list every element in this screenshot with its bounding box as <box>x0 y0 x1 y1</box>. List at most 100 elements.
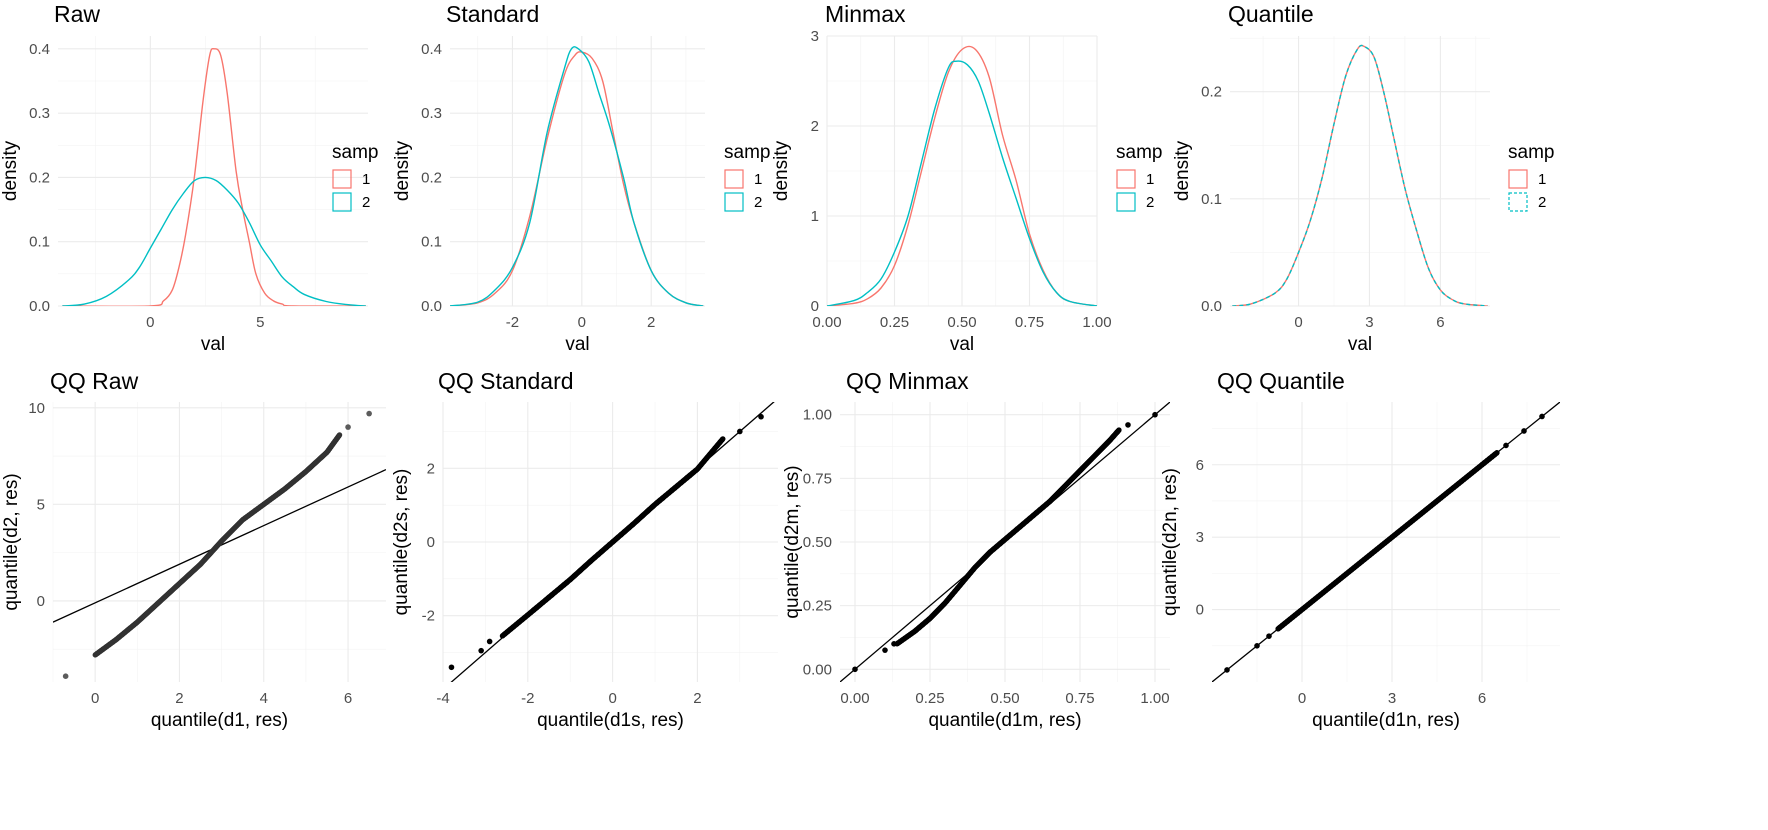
y-tick-label: 0.0 <box>29 298 50 315</box>
y-tick-label: 0 <box>427 534 435 551</box>
panel-title: QQ Raw <box>50 368 139 394</box>
panel-title: Minmax <box>825 1 906 27</box>
x-tick-label: 2 <box>647 314 655 331</box>
y-axis-title: density <box>771 140 792 201</box>
grid-raw <box>58 36 368 306</box>
y-tick-label: 0.2 <box>29 169 50 186</box>
x-tick-label: 0 <box>578 314 586 331</box>
y-tick-label: 0.25 <box>803 598 832 615</box>
x-tick-label: 0.50 <box>990 690 1019 707</box>
x-tick-label: 3 <box>1365 314 1373 331</box>
x-tick-label: 6 <box>1478 690 1486 707</box>
qq-point-tail <box>737 429 743 435</box>
y-tick-label: 0.1 <box>29 234 50 251</box>
legend-standard: samp 1 2 <box>724 142 770 211</box>
legend-label: 1 <box>1538 171 1546 188</box>
y-tick-label: 2 <box>427 460 435 477</box>
density-line-series-1 <box>450 52 703 306</box>
grid-minmax <box>827 36 1097 306</box>
y-tick-label: 0.0 <box>421 298 442 315</box>
legend-key-1 <box>333 170 351 188</box>
density-line-series-2 <box>450 47 703 306</box>
x-axis-title: val <box>950 334 974 355</box>
y-tick-label: 0.1 <box>1201 191 1222 208</box>
y-axis-title: quantile(d2n, res) <box>1160 468 1181 616</box>
x-tick-label: -4 <box>436 690 449 707</box>
y-tick-label: 0.00 <box>803 661 832 678</box>
legend-label: 2 <box>754 194 762 211</box>
y-tick-label: 0.0 <box>1201 298 1222 315</box>
legend-title: samp <box>1116 142 1162 163</box>
legend-key-2 <box>1117 193 1135 211</box>
qq-point-tail <box>882 647 888 653</box>
y-tick-label: 1 <box>811 208 819 225</box>
density-line-series-2 <box>1232 45 1487 306</box>
qq-point-tail <box>449 664 455 670</box>
legend-key-1 <box>725 170 743 188</box>
y-tick-label: 2 <box>811 118 819 135</box>
qq-point-tail <box>891 641 897 647</box>
y-axis-title: quantile(d2s, res) <box>391 469 412 616</box>
qq-point-tail <box>366 411 372 417</box>
x-tick-label: -2 <box>521 690 534 707</box>
y-tick-label: 0.50 <box>803 534 832 551</box>
y-axis-title: density <box>1172 140 1193 201</box>
y-tick-label: 0.3 <box>421 105 442 122</box>
grid-quantile <box>1230 36 1490 306</box>
x-tick-label: 6 <box>344 690 352 707</box>
x-tick-label: 0.75 <box>1015 314 1044 331</box>
legend-key-1 <box>1117 170 1135 188</box>
qq-point-tail <box>852 666 858 672</box>
x-tick-label: 3 <box>1388 690 1396 707</box>
panel-title: QQ Minmax <box>846 368 969 394</box>
x-tick-label: 6 <box>1436 314 1444 331</box>
x-axis-title: quantile(d1n, res) <box>1312 710 1460 731</box>
panel-title: Quantile <box>1228 1 1314 27</box>
y-tick-label: 0.3 <box>29 105 50 122</box>
x-tick-label: 0.75 <box>1065 690 1094 707</box>
x-tick-label: 5 <box>256 314 264 331</box>
y-tick-label: 3 <box>1196 529 1204 546</box>
x-tick-label: 4 <box>260 690 268 707</box>
y-tick-label: -2 <box>422 608 435 625</box>
x-tick-label: 0 <box>146 314 154 331</box>
legend-label: 2 <box>1146 194 1154 211</box>
y-tick-label: 3 <box>811 28 819 45</box>
qq-point-tail <box>1125 422 1131 428</box>
panel-title: Standard <box>446 1 539 27</box>
legend-title: samp <box>332 142 378 163</box>
qq-point-tail <box>345 424 351 430</box>
legend-key-1 <box>1509 170 1527 188</box>
x-axis-title: quantile(d1s, res) <box>537 710 684 731</box>
qq-point <box>720 436 725 441</box>
y-tick-label: 1.00 <box>803 407 832 424</box>
panel-title: QQ Standard <box>438 368 574 394</box>
qq-point <box>1116 427 1121 432</box>
legend-key-2 <box>333 193 351 211</box>
x-tick-label: 0.00 <box>812 314 841 331</box>
y-tick-label: 0.4 <box>421 41 442 58</box>
y-axis-title: quantile(d2m, res) <box>782 465 803 618</box>
legend-title: samp <box>724 142 770 163</box>
y-tick-label: 0.2 <box>421 169 442 186</box>
x-axis-title: quantile(d1, res) <box>151 710 288 731</box>
x-tick-label: 0.25 <box>915 690 944 707</box>
y-tick-label: 10 <box>28 400 45 417</box>
x-axis-title: val <box>201 334 225 355</box>
y-axis-title: quantile(d2, res) <box>1 473 22 610</box>
grid-standard <box>450 36 705 306</box>
legend-title: samp <box>1508 142 1554 163</box>
x-axis-title: val <box>1348 334 1372 355</box>
y-axis-title: density <box>0 140 21 201</box>
legend-label: 1 <box>362 171 370 188</box>
legend-label: 1 <box>754 171 762 188</box>
x-tick-label: 1.00 <box>1140 690 1169 707</box>
y-tick-label: 0.75 <box>803 470 832 487</box>
legend-key-2 <box>1509 193 1527 211</box>
